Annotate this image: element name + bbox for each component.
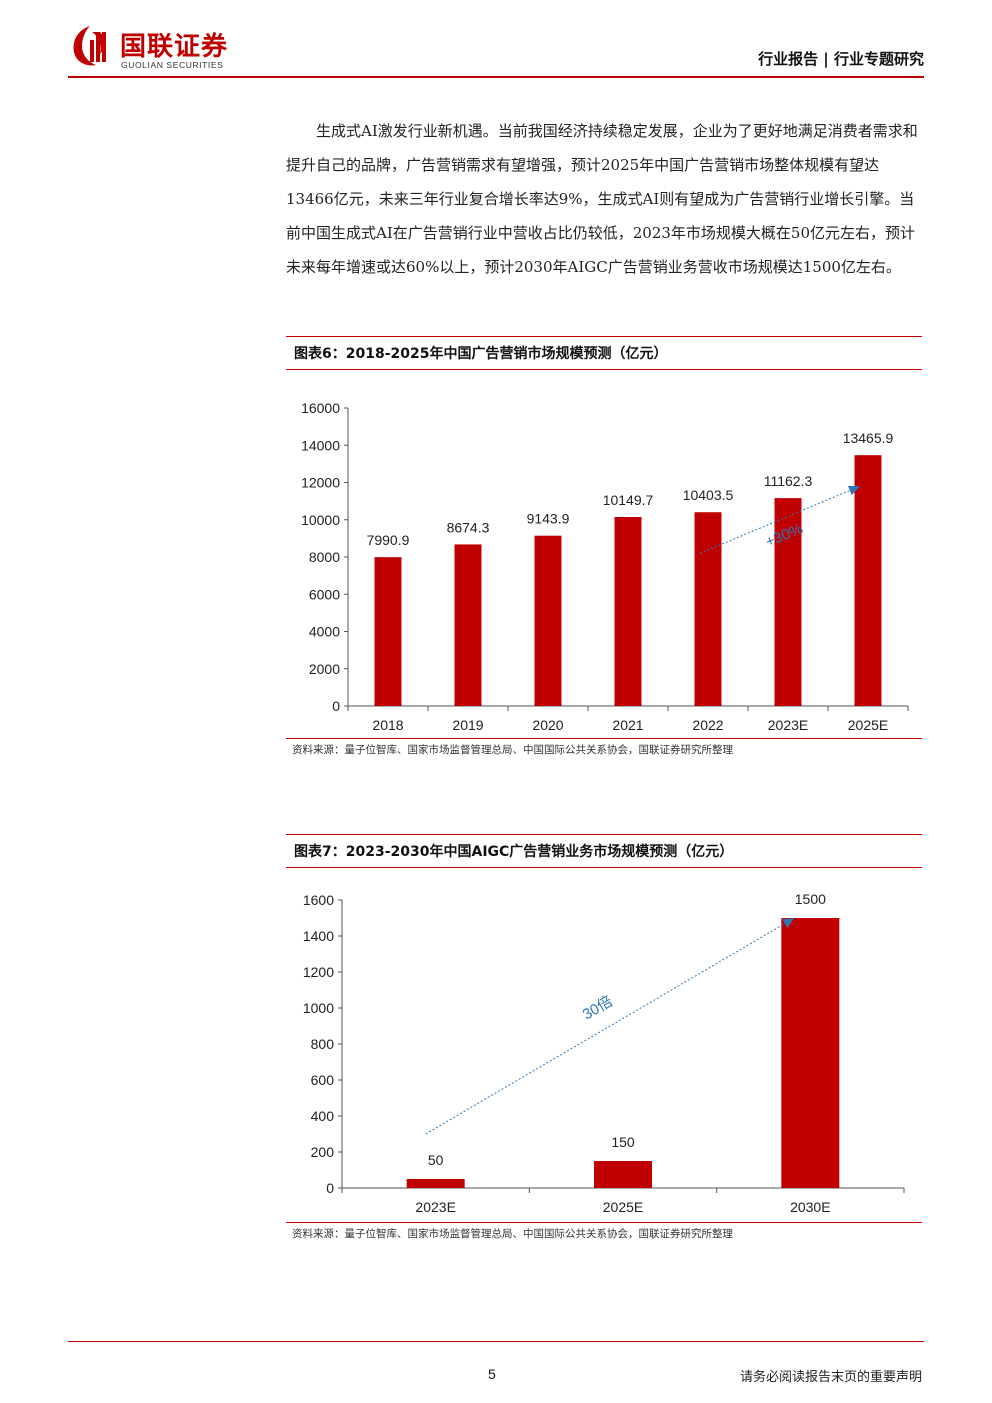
y-tick-label: 10000 <box>301 512 340 528</box>
y-tick-label: 800 <box>311 1036 335 1052</box>
x-tick-label-2030E: 2030E <box>790 1199 830 1215</box>
y-tick-label: 16000 <box>301 400 340 416</box>
data-label-2030E: 1500 <box>795 891 826 907</box>
data-label-2025E: 13465.9 <box>843 430 894 446</box>
figure1-chart: 0 2000 4000 6000 8000 10000 12000 14000 16000 799… <box>301 400 909 733</box>
y-tick-label: 600 <box>311 1072 335 1088</box>
bar-2020 <box>534 535 562 706</box>
company-logo: 国联证券 GUOLIAN SECURITIES <box>68 18 268 74</box>
y-tick-label: 2000 <box>309 661 340 677</box>
x-tick-label-2022: 2022 <box>692 717 723 733</box>
x-tick-label-2023E: 2023E <box>768 717 808 733</box>
data-label-2023E: 50 <box>428 1152 444 1168</box>
figure2-chart: 0 200 400 600 800 1000 1200 1400 1600 50 2023E 150 2… <box>303 891 905 1215</box>
figure1-title: 图表6：2018-2025年中国广告营销市场规模预测（亿元） <box>286 336 922 370</box>
x-tick-label-2021: 2021 <box>612 717 643 733</box>
y-tick-label: 400 <box>311 1108 335 1124</box>
y-tick-label: 14000 <box>301 437 340 453</box>
figure1-bottom-divider <box>286 738 922 739</box>
bar-2021 <box>614 516 642 706</box>
figure2-bottom-divider <box>286 1222 922 1223</box>
footer-disclaimer: 请务必阅读报告末页的重要声明 <box>739 1370 922 1385</box>
y-tick-label: 1600 <box>303 892 334 908</box>
data-label-2021: 10149.7 <box>603 492 654 508</box>
y-tick-label: 6000 <box>309 586 340 602</box>
data-label-2023E: 11162.3 <box>764 473 813 489</box>
footer-divider <box>68 1341 924 1342</box>
page-number: 5 <box>488 1366 496 1382</box>
figure2-source: 资料来源：量子位智库、国家市场监督管理总局、中国国际公共关系协会，国联证券研究所… <box>292 1228 733 1240</box>
data-label-2022: 10403.5 <box>683 487 734 503</box>
x-tick-label-2025E: 2025E <box>603 1199 643 1215</box>
x-tick-label-2020: 2020 <box>532 717 563 733</box>
bar-2023E <box>406 1179 465 1188</box>
y-tick-label: 4000 <box>309 624 340 640</box>
bar-2025E <box>594 1161 652 1188</box>
figure1-source: 资料来源：量子位智库、国家市场监督管理总局、中国国际公共关系协会，国联证券研究所… <box>292 744 733 756</box>
annotation-arrow-line <box>425 917 795 1135</box>
logo-mark-icon <box>73 26 106 66</box>
data-label-2019: 8674.3 <box>447 519 490 535</box>
y-tick-label: 8000 <box>309 549 340 565</box>
x-tick-label-2018: 2018 <box>372 717 403 733</box>
page-header: 国联证券 GUOLIAN SECURITIES 行业报告 | 行业专题研究 <box>68 18 924 78</box>
data-label-2020: 9143.9 <box>527 511 570 527</box>
x-tick-label-2023E: 2023E <box>415 1199 455 1215</box>
bar-2018 <box>374 557 402 706</box>
x-tick-label-2019: 2019 <box>452 717 483 733</box>
bar-2019 <box>454 544 482 706</box>
logo-text-en: GUOLIAN SECURITIES <box>121 60 224 70</box>
logo-text-cn: 国联证券 <box>120 32 229 62</box>
y-tick-label: 1400 <box>303 928 334 944</box>
y-tick-label: 1000 <box>303 1000 334 1016</box>
y-tick-label: 12000 <box>301 475 340 491</box>
y-tick-label: 0 <box>332 698 340 714</box>
y-tick-label: 1200 <box>303 964 334 980</box>
bar-2025E <box>854 455 882 706</box>
annotation-label: 30倍 <box>580 993 616 1024</box>
y-tick-label: 200 <box>311 1144 335 1160</box>
x-tick-label-2025E: 2025E <box>848 717 888 733</box>
bar-2023E <box>774 498 802 706</box>
header-divider <box>68 76 924 78</box>
data-label-2018: 7990.9 <box>367 532 410 548</box>
bar-2022 <box>694 512 722 706</box>
body-paragraph: 生成式AI激发行业新机遇。当前我国经济持续稳定发展，企业为了更好地满足消费者需求… <box>286 122 918 276</box>
bar-2030E <box>781 918 840 1188</box>
y-tick-label: 0 <box>326 1180 334 1196</box>
figure2-title: 图表7：2023-2030年中国AIGC广告营销业务市场规模预测（亿元） <box>286 834 922 868</box>
annotation-arrow-line <box>699 485 861 554</box>
data-label-2025E: 150 <box>611 1134 635 1150</box>
annotation-arrow-head-icon <box>782 918 795 928</box>
annotation-arrow-head-icon <box>847 485 860 496</box>
report-type: 行业报告 | 行业专题研究 <box>758 50 924 68</box>
